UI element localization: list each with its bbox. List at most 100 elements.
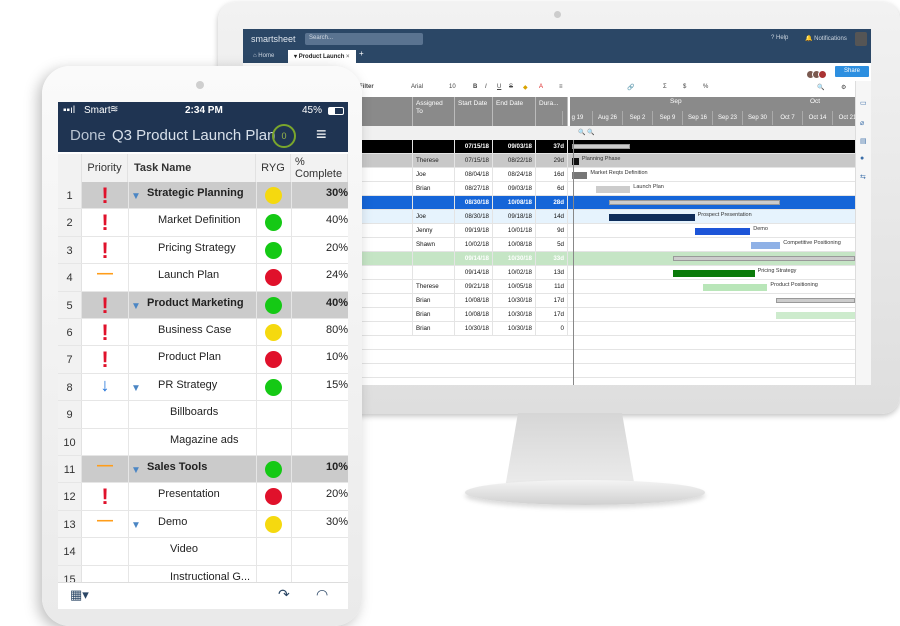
cell-start[interactable]: 10/08/18 bbox=[455, 294, 493, 308]
task-name[interactable]: Video bbox=[170, 543, 198, 555]
cell-assigned[interactable] bbox=[413, 252, 455, 266]
gantt-bar[interactable] bbox=[596, 186, 630, 193]
collapse-triangle-icon[interactable]: ▼ bbox=[131, 301, 141, 312]
task-name[interactable]: Magazine ads bbox=[170, 434, 239, 446]
ryg-green-status[interactable] bbox=[265, 379, 282, 396]
cell-assigned[interactable]: Therese bbox=[413, 280, 455, 294]
cell-start[interactable]: 09/14/18 bbox=[455, 252, 493, 266]
ryg-red-status[interactable] bbox=[265, 351, 282, 368]
ryg-green-status[interactable] bbox=[265, 214, 282, 231]
row-number[interactable]: 9 bbox=[58, 401, 82, 427]
currency-button[interactable]: $ bbox=[683, 84, 686, 90]
cell-duration[interactable]: 5d bbox=[536, 238, 568, 252]
zoom-icon[interactable]: 🔍 bbox=[817, 84, 824, 91]
done-button[interactable]: Done bbox=[70, 127, 106, 144]
cell-duration[interactable]: 0 bbox=[536, 322, 568, 336]
cell-start[interactable]: 10/08/18 bbox=[455, 308, 493, 322]
percent-complete[interactable]: 10% bbox=[291, 461, 348, 473]
cell-end[interactable]: 10/02/18 bbox=[493, 266, 536, 280]
italic-button[interactable]: I bbox=[485, 84, 487, 90]
collapse-triangle-icon[interactable]: ▼ bbox=[131, 383, 141, 394]
cell-duration[interactable]: 14d bbox=[536, 210, 568, 224]
cell-start[interactable]: 10/02/18 bbox=[455, 238, 493, 252]
task-name[interactable]: Strategic Planning bbox=[147, 187, 244, 199]
cell-assigned[interactable] bbox=[413, 266, 455, 280]
percent-complete[interactable]: 80% bbox=[291, 324, 348, 336]
gantt-bar[interactable] bbox=[572, 144, 630, 149]
cell-assigned[interactable]: Joe bbox=[413, 210, 455, 224]
refresh-icon[interactable]: ◠ bbox=[316, 586, 328, 603]
cell-duration[interactable]: 37d bbox=[536, 140, 568, 154]
cell-assigned[interactable] bbox=[413, 196, 455, 210]
gantt-bar[interactable] bbox=[703, 284, 767, 291]
ryg-green-status[interactable] bbox=[265, 297, 282, 314]
tab-product-launch[interactable]: ▾ Product Launch × bbox=[288, 50, 356, 63]
cell-start[interactable]: 08/30/18 bbox=[455, 196, 493, 210]
cell-assigned[interactable]: Brian bbox=[413, 308, 455, 322]
row-number[interactable]: 12 bbox=[58, 483, 82, 509]
gantt-bar[interactable] bbox=[673, 256, 855, 261]
settings-gear-icon[interactable]: ⚙ bbox=[841, 84, 846, 91]
activity-icon[interactable]: ⇆ bbox=[860, 173, 866, 181]
cell-duration[interactable]: 16d bbox=[536, 168, 568, 182]
percent-complete[interactable]: 40% bbox=[291, 297, 348, 309]
ryg-yellow-status[interactable] bbox=[265, 187, 282, 204]
help-link[interactable]: ? Help bbox=[771, 35, 788, 41]
gantt-bar[interactable] bbox=[751, 242, 781, 249]
font-size-select[interactable]: 10 bbox=[449, 84, 456, 90]
cell-assigned[interactable]: Brian bbox=[413, 294, 455, 308]
column-header-ryg[interactable]: RYG bbox=[256, 154, 291, 182]
column-header-percent-complete[interactable]: % Complete bbox=[291, 154, 348, 182]
gantt-bar[interactable] bbox=[673, 270, 754, 277]
cell-end[interactable]: 09/03/18 bbox=[493, 182, 536, 196]
fill-color-icon[interactable]: ◆ bbox=[523, 84, 528, 91]
cell-end[interactable]: 09/03/18 bbox=[493, 140, 536, 154]
gantt-bar[interactable] bbox=[572, 172, 587, 179]
cell-assigned[interactable]: Therese bbox=[413, 154, 455, 168]
collapse-triangle-icon[interactable]: ▼ bbox=[131, 191, 141, 202]
notifications-link[interactable]: 🔔 Notifications bbox=[805, 35, 847, 42]
task-name[interactable]: Instructional G... bbox=[170, 571, 250, 583]
row-number[interactable]: 13 bbox=[58, 511, 82, 537]
share-button[interactable]: Share bbox=[835, 66, 869, 77]
cell-duration[interactable]: 11d bbox=[536, 280, 568, 294]
task-name[interactable]: PR Strategy bbox=[158, 379, 217, 391]
cell-assigned[interactable]: Joe bbox=[413, 168, 455, 182]
task-name[interactable]: Demo bbox=[158, 516, 187, 528]
row-number[interactable]: 8 bbox=[58, 374, 82, 400]
cell-start[interactable]: 09/14/18 bbox=[455, 266, 493, 280]
cell-end[interactable]: 09/18/18 bbox=[493, 210, 536, 224]
gantt-bar[interactable] bbox=[609, 200, 780, 205]
gantt-bar[interactable] bbox=[776, 298, 855, 303]
sum-button[interactable]: Σ bbox=[663, 84, 667, 90]
text-color-icon[interactable]: A bbox=[539, 84, 543, 90]
share-arrow-icon[interactable]: ↷ bbox=[278, 586, 290, 603]
cell-end[interactable]: 10/08/18 bbox=[493, 238, 536, 252]
row-number[interactable]: 14 bbox=[58, 538, 82, 564]
cell-duration[interactable]: 6d bbox=[536, 182, 568, 196]
task-name[interactable]: Product Plan bbox=[158, 351, 221, 363]
collapse-triangle-icon[interactable]: ▼ bbox=[131, 465, 141, 476]
align-icon[interactable]: ≡ bbox=[559, 84, 563, 90]
gantt-zoom-controls[interactable]: 🔍 🔍 bbox=[570, 126, 855, 140]
cell-start[interactable]: 10/30/18 bbox=[455, 322, 493, 336]
task-name[interactable]: Pricing Strategy bbox=[158, 242, 236, 254]
cell-end[interactable]: 08/24/18 bbox=[493, 168, 536, 182]
percent-complete[interactable]: 30% bbox=[291, 516, 348, 528]
attachments-icon[interactable]: ⌀ bbox=[860, 119, 864, 127]
percent-complete[interactable]: 10% bbox=[291, 351, 348, 363]
cell-duration[interactable]: 28d bbox=[536, 196, 568, 210]
percent-complete[interactable]: 15% bbox=[291, 379, 348, 391]
percent-complete[interactable]: 24% bbox=[291, 269, 348, 281]
cell-assigned[interactable]: Shawn bbox=[413, 238, 455, 252]
row-number[interactable]: 6 bbox=[58, 319, 82, 345]
column-header-task-name[interactable]: Task Name bbox=[128, 154, 256, 182]
